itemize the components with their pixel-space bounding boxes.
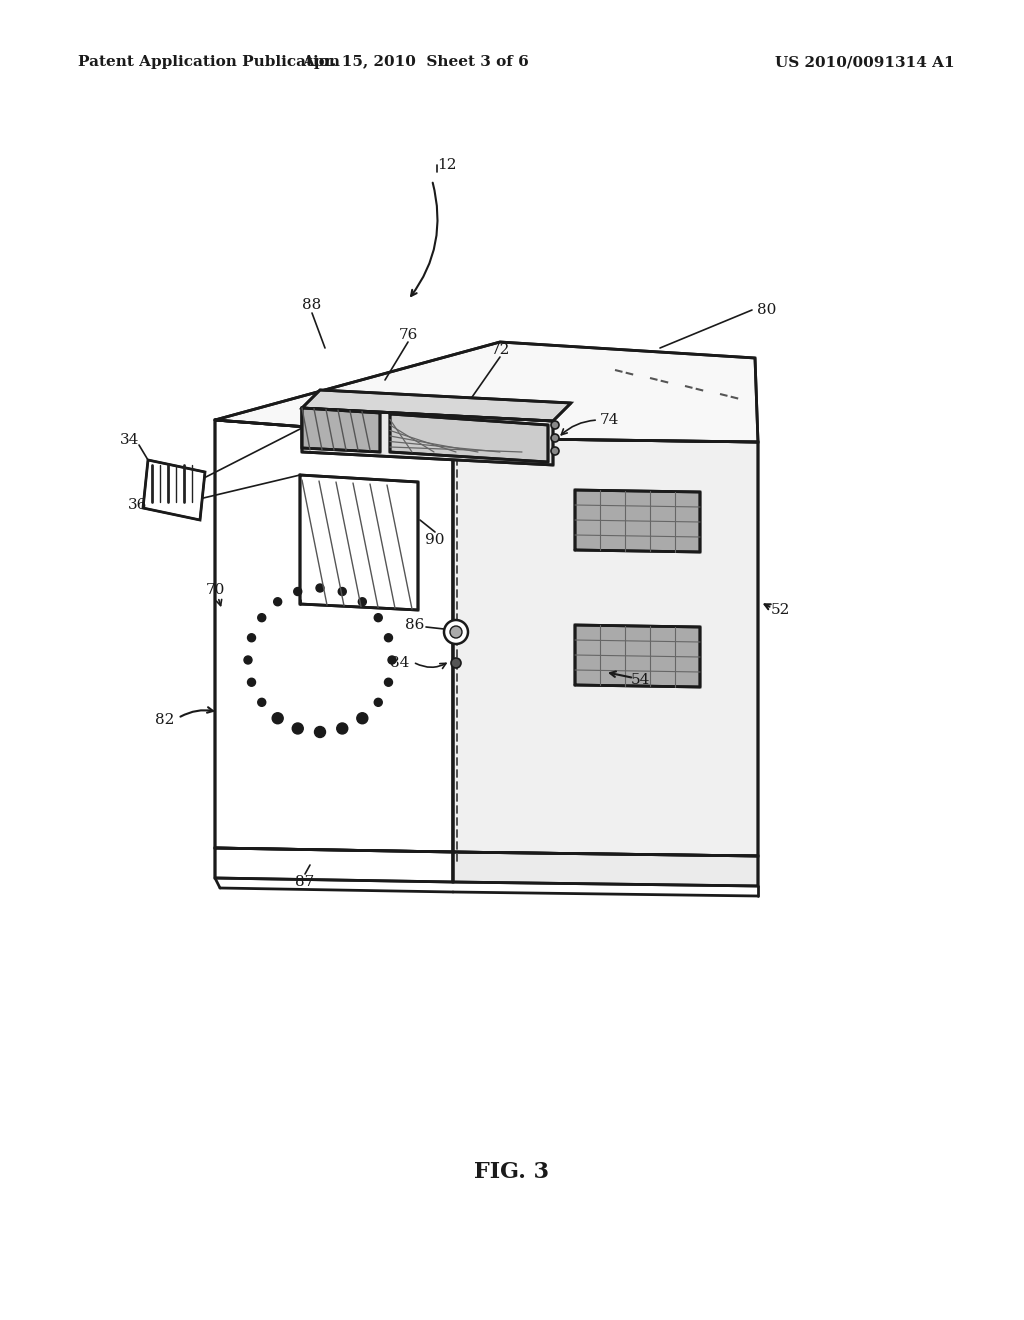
Text: 82: 82 [156,713,175,727]
Polygon shape [215,420,453,851]
Text: 87: 87 [295,875,314,888]
Circle shape [551,434,559,442]
Circle shape [272,713,284,723]
Circle shape [258,614,266,622]
Text: 76: 76 [398,327,418,342]
Text: 52: 52 [770,603,790,616]
Circle shape [338,587,346,595]
Text: 90: 90 [425,533,444,546]
Polygon shape [215,847,453,882]
Circle shape [551,421,559,429]
Circle shape [358,598,367,606]
Circle shape [388,656,396,664]
Text: 80: 80 [757,304,776,317]
Polygon shape [453,438,758,855]
Circle shape [244,656,252,664]
Circle shape [374,698,382,706]
Circle shape [450,626,462,638]
Polygon shape [143,459,205,520]
Circle shape [258,698,266,706]
Circle shape [451,657,461,668]
Polygon shape [575,490,700,552]
Circle shape [314,726,326,738]
Text: Apr. 15, 2010  Sheet 3 of 6: Apr. 15, 2010 Sheet 3 of 6 [302,55,528,69]
Text: 12: 12 [437,158,457,172]
Polygon shape [302,389,571,421]
Text: 36: 36 [128,498,147,512]
Circle shape [294,587,302,595]
Polygon shape [390,414,548,462]
Circle shape [337,723,348,734]
Circle shape [384,634,392,642]
Circle shape [551,447,559,455]
Text: Patent Application Publication: Patent Application Publication [78,55,340,69]
Text: 74: 74 [600,413,620,426]
Text: 70: 70 [206,583,224,597]
Circle shape [248,678,256,686]
Polygon shape [453,851,758,886]
Polygon shape [300,475,418,610]
Text: 84: 84 [390,656,410,671]
Text: 88: 88 [302,298,322,312]
Circle shape [356,713,368,723]
Circle shape [316,583,324,591]
Polygon shape [302,408,380,451]
Circle shape [292,723,303,734]
Text: 72: 72 [490,343,510,356]
Text: 54: 54 [631,673,649,686]
Circle shape [384,678,392,686]
Circle shape [248,634,256,642]
Polygon shape [215,342,758,442]
Polygon shape [302,408,553,465]
Text: US 2010/0091314 A1: US 2010/0091314 A1 [775,55,954,69]
Circle shape [374,614,382,622]
Circle shape [273,598,282,606]
Polygon shape [575,624,700,686]
Text: FIG. 3: FIG. 3 [474,1162,550,1183]
Circle shape [444,620,468,644]
Text: 34: 34 [120,433,139,447]
Text: 86: 86 [406,618,425,632]
